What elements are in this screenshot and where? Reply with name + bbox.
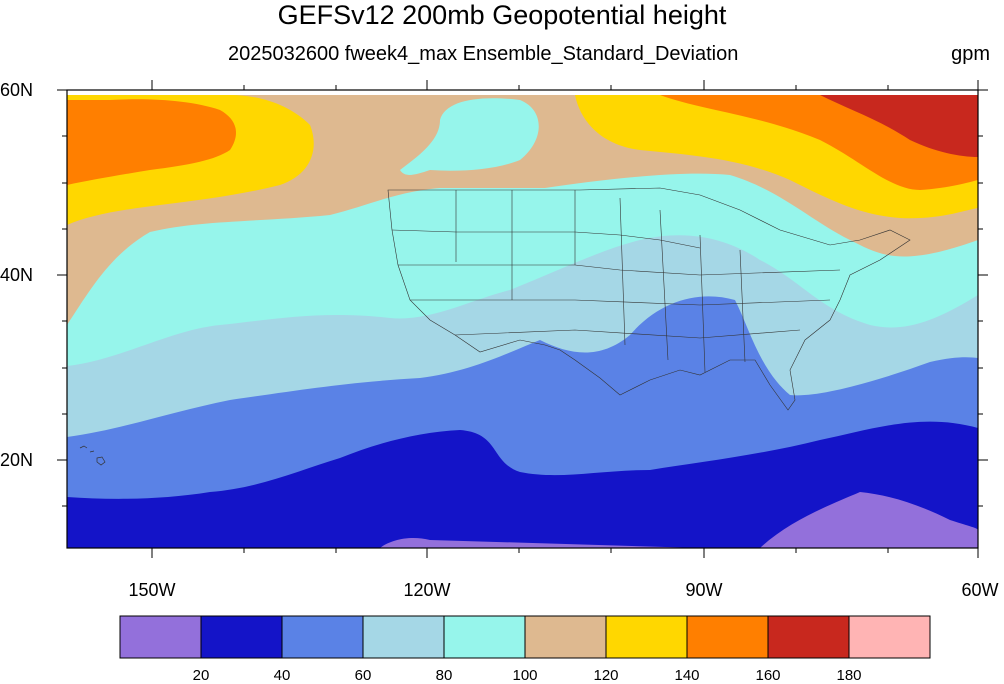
colorbar-box bbox=[767, 615, 850, 659]
colorbar-label: 160 bbox=[755, 667, 781, 684]
lat-label-40n: 40N bbox=[0, 265, 34, 285]
map-frame bbox=[66, 89, 979, 549]
colorbar-label: 140 bbox=[674, 667, 700, 684]
lon-label-120w: 120W bbox=[403, 580, 451, 600]
colorbar-box bbox=[362, 615, 445, 659]
colorbar bbox=[119, 615, 931, 659]
lon-label-60w: 60W bbox=[961, 580, 999, 600]
colorbar-box bbox=[524, 615, 607, 659]
lon-label-90w: 90W bbox=[685, 580, 723, 600]
contour-fill bbox=[67, 95, 978, 548]
band-80-100-north bbox=[400, 98, 539, 175]
band-20-40 bbox=[67, 421, 978, 548]
colorbar-box bbox=[200, 615, 283, 659]
colorbar-label: 80 bbox=[435, 667, 453, 684]
colorbar-label: 120 bbox=[593, 667, 619, 684]
map-title: GEFSv12 200mb Geopotential height bbox=[277, 0, 727, 30]
colorbar-box bbox=[281, 615, 364, 659]
colorbar-box bbox=[848, 615, 931, 659]
map-subtitle: 2025032600 fweek4_max Ensemble_Standard_… bbox=[228, 43, 739, 65]
colorbar-box bbox=[686, 615, 769, 659]
colorbar-label: 100 bbox=[512, 667, 538, 684]
colorbar-box bbox=[443, 615, 526, 659]
band-0-20 bbox=[380, 537, 700, 548]
band-140-160-pacific bbox=[67, 99, 236, 185]
colorbar-label: 40 bbox=[273, 667, 291, 684]
colorbar-box bbox=[119, 615, 202, 659]
units-label: gpm bbox=[951, 43, 990, 65]
hawaii-outline bbox=[79, 445, 106, 466]
lat-label-60n: 60N bbox=[0, 80, 34, 100]
band-0-20-east bbox=[760, 492, 978, 548]
colorbar-label: 20 bbox=[192, 667, 210, 684]
band-160-180-atlantic bbox=[820, 95, 978, 157]
colorbar-box bbox=[605, 615, 688, 659]
colorbar-label: 60 bbox=[354, 667, 372, 684]
lon-label-150w: 150W bbox=[128, 580, 176, 600]
lat-label-20n: 20N bbox=[0, 450, 34, 470]
state-boundaries bbox=[387, 187, 911, 411]
colorbar-label: 180 bbox=[836, 667, 862, 684]
axis-ticks bbox=[57, 80, 988, 558]
